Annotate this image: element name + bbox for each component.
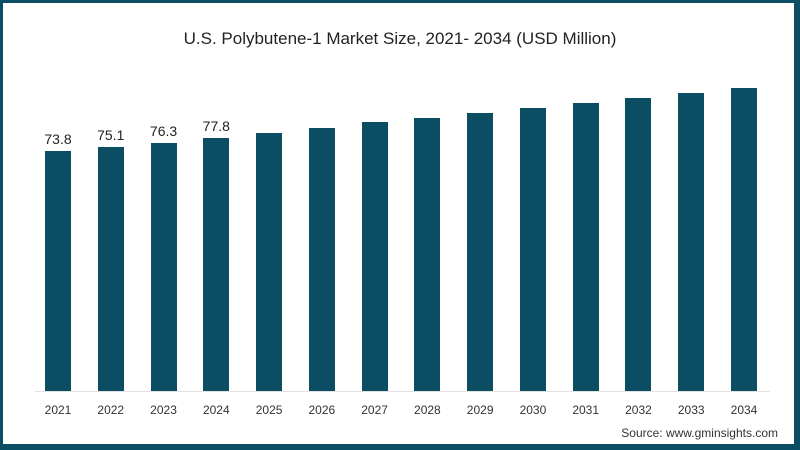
x-tick-label: 2024	[202, 403, 230, 417]
bar-2030	[519, 107, 546, 391]
x-tick-label: 2021	[44, 403, 72, 417]
bar-value-label: 76.3	[149, 122, 178, 139]
bar-2031	[572, 102, 599, 391]
chart-title: U.S. Polybutene-1 Market Size, 2021- 203…	[183, 29, 617, 48]
x-tick-label: 2032	[625, 403, 652, 417]
x-tick-label: 2029	[466, 403, 494, 417]
bar-2032	[625, 97, 652, 391]
bar-2029	[467, 112, 494, 391]
x-tick-label: 2025	[255, 403, 283, 417]
bar-value-label: 73.8	[44, 131, 72, 147]
bar-2033	[678, 93, 705, 391]
bar-2026	[308, 127, 335, 391]
x-axis-line	[35, 391, 770, 392]
bar-2023	[150, 142, 177, 391]
bar-2028	[414, 117, 441, 391]
x-tick-label: 2023	[150, 403, 177, 417]
x-tick-label: 2033	[677, 403, 705, 417]
x-tick-label: 2034	[730, 403, 758, 417]
x-tick-label: 2022	[97, 403, 125, 417]
bar-value-label: 77.8	[202, 117, 230, 134]
bar-value-label: 75.1	[97, 126, 125, 143]
x-tick-label: 2026	[308, 403, 336, 417]
bar-2025	[256, 132, 283, 391]
chart-frame	[3, 3, 794, 444]
x-tick-label: 2028	[414, 403, 441, 417]
bar-2027	[361, 122, 388, 391]
bar-2034	[731, 88, 757, 391]
bar-2022	[97, 146, 124, 391]
x-tick-label: 2027	[361, 403, 388, 417]
x-tick-label: 2030	[519, 403, 547, 417]
x-tick-label: 2031	[572, 403, 600, 417]
bar-2021	[45, 151, 71, 391]
bar-2024	[203, 137, 230, 391]
source-note: Source: www.gminsights.com	[621, 426, 778, 440]
